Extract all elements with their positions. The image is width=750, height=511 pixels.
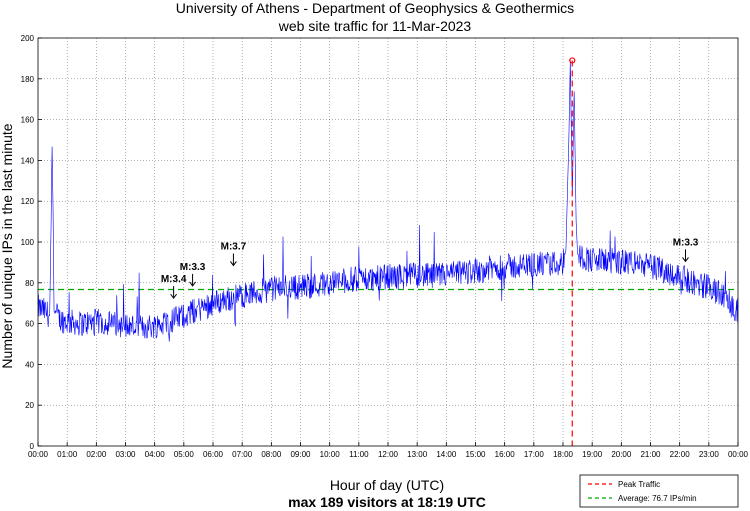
axes bbox=[37, 37, 739, 447]
legend-box bbox=[579, 474, 739, 508]
x-tick-label: 13:00 bbox=[407, 450, 428, 459]
x-tick-label: 23:00 bbox=[699, 450, 720, 459]
y-tick-label: 180 bbox=[21, 75, 35, 84]
x-tick-label: 17:00 bbox=[524, 450, 545, 459]
legend-peak-label: Peak Traffic bbox=[618, 480, 660, 489]
x-tick-label: 21:00 bbox=[640, 450, 661, 459]
annotation-arrow-head bbox=[189, 281, 196, 287]
x-tick-label: 04:00 bbox=[145, 450, 166, 459]
legend-average-label: Average: 76.7 IPs/min bbox=[618, 494, 697, 503]
x-tick-label: 00:00 bbox=[728, 450, 749, 459]
peak-marker bbox=[569, 57, 576, 64]
y-tick-label: 40 bbox=[25, 360, 34, 369]
x-tick-label: 11:00 bbox=[349, 450, 369, 459]
y-tick-label: 0 bbox=[30, 442, 35, 451]
peak-group bbox=[569, 57, 576, 446]
y-tick-label: 80 bbox=[25, 279, 34, 288]
annotation-arrow-head bbox=[230, 261, 237, 267]
annotation-arrow-head bbox=[682, 257, 689, 263]
x-tick-label: 00:00 bbox=[28, 450, 49, 459]
y-tick-label: 160 bbox=[21, 116, 35, 125]
x-tick-label: 03:00 bbox=[115, 450, 136, 459]
x-tick-label: 02:00 bbox=[86, 450, 107, 459]
chart-title: University of Athens - Department of Geo… bbox=[176, 0, 574, 16]
x-tick-label: 08:00 bbox=[261, 450, 282, 459]
traffic-series-line bbox=[37, 60, 739, 342]
y-tick-label: 140 bbox=[21, 156, 35, 165]
magnitude-annotation-label: M:3.3 bbox=[673, 237, 699, 248]
grid bbox=[38, 38, 738, 446]
y-axis-label: Number of unique IPs in the last minute bbox=[0, 123, 15, 368]
x-tick-label: 10:00 bbox=[320, 450, 341, 459]
y-tick-label: 120 bbox=[21, 197, 35, 206]
y-tick-label: 200 bbox=[21, 34, 35, 43]
y-tick-label: 60 bbox=[25, 320, 34, 329]
y-tick-label: 100 bbox=[21, 238, 35, 247]
footer-max-visitors: max 189 visitors at 18:19 UTC bbox=[288, 494, 486, 510]
y-tick-label: 20 bbox=[25, 401, 34, 410]
x-tick-label: 15:00 bbox=[465, 450, 486, 459]
x-tick-label: 09:00 bbox=[290, 450, 311, 459]
magnitude-annotation-label: M:3.7 bbox=[221, 241, 247, 252]
chart-subtitle: web site traffic for 11-Mar-2023 bbox=[278, 18, 472, 34]
x-tick-label: 01:00 bbox=[57, 450, 78, 459]
x-tick-label: 22:00 bbox=[670, 450, 691, 459]
x-tick-label: 14:00 bbox=[436, 450, 457, 459]
plot-frame bbox=[37, 37, 739, 447]
magnitude-annotation-label: M:3.3 bbox=[180, 262, 206, 273]
x-tick-label: 06:00 bbox=[203, 450, 224, 459]
x-tick-label: 19:00 bbox=[582, 450, 603, 459]
x-tick-label: 18:00 bbox=[553, 450, 574, 459]
x-axis-label: Hour of day (UTC) bbox=[330, 477, 444, 493]
tick-labels: 00:00 01:00 02:00 03:00 04:00 05:00 06:00 07:00… bbox=[21, 34, 749, 459]
x-tick-label: 07:00 bbox=[232, 450, 253, 459]
annotation-arrow-head bbox=[170, 293, 178, 299]
x-tick-label: 12:00 bbox=[378, 450, 399, 459]
magnitude-annotation-label: M:3.4 bbox=[161, 274, 187, 285]
x-tick-label: 16:00 bbox=[495, 450, 516, 459]
x-tick-label: 20:00 bbox=[611, 450, 632, 459]
annotations: M:3.4M:3.3M:3.7 M:3.3 bbox=[161, 237, 699, 299]
series-group bbox=[37, 60, 739, 342]
legend: Peak Traffic Average: 76.7 IPs/min bbox=[579, 474, 739, 508]
x-tick-label: 05:00 bbox=[174, 450, 195, 459]
